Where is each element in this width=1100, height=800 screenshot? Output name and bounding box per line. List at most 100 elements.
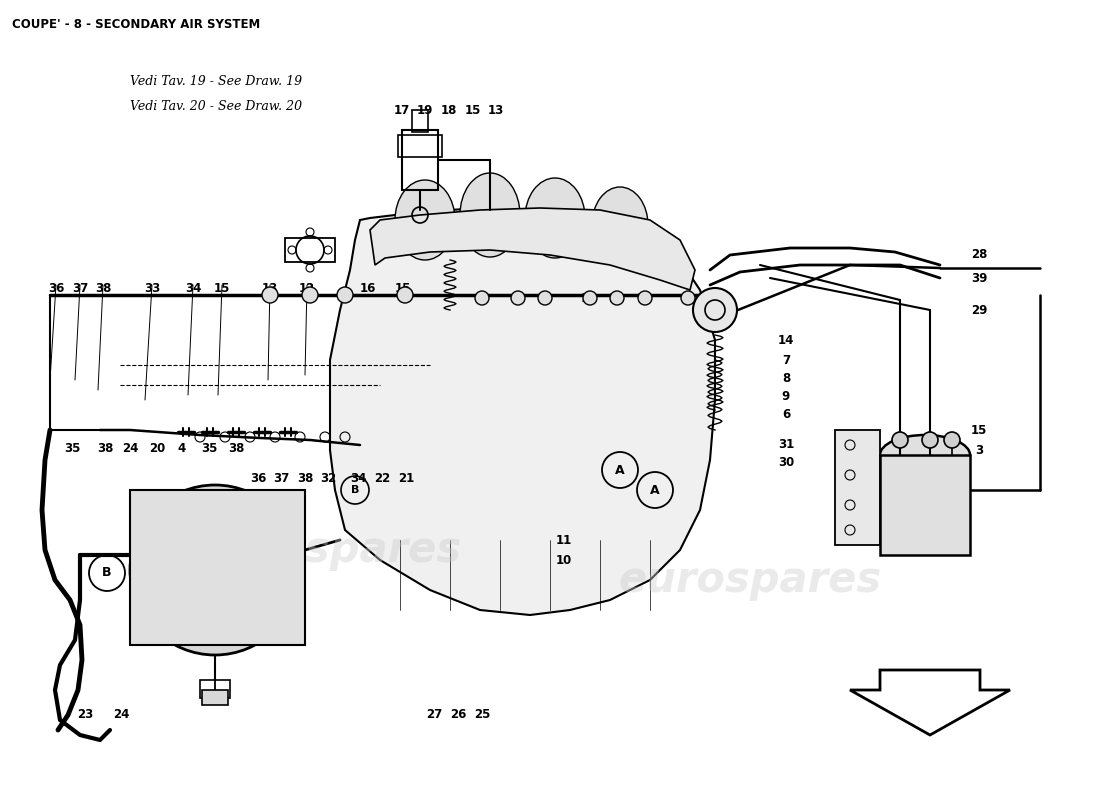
- Text: 34: 34: [185, 282, 201, 294]
- Text: 23: 23: [77, 709, 94, 722]
- Circle shape: [337, 287, 353, 303]
- Polygon shape: [370, 208, 695, 290]
- Circle shape: [262, 287, 278, 303]
- Text: 22: 22: [374, 471, 390, 485]
- Text: 21: 21: [398, 471, 414, 485]
- Text: 6: 6: [782, 407, 790, 421]
- Text: 5: 5: [477, 291, 486, 305]
- Bar: [130, 490, 305, 645]
- Ellipse shape: [525, 178, 585, 258]
- Text: 20: 20: [148, 442, 165, 454]
- Text: 26: 26: [450, 709, 466, 722]
- Circle shape: [681, 291, 695, 305]
- Text: B: B: [351, 485, 360, 495]
- Bar: [398, 135, 442, 157]
- Circle shape: [302, 287, 318, 303]
- Text: 13: 13: [488, 103, 504, 117]
- Ellipse shape: [880, 435, 970, 475]
- Text: 25: 25: [474, 709, 491, 722]
- Bar: [202, 690, 228, 705]
- Text: 15: 15: [395, 282, 411, 294]
- Ellipse shape: [592, 187, 648, 263]
- Text: 13: 13: [581, 291, 597, 305]
- Bar: [835, 430, 880, 545]
- Circle shape: [397, 287, 412, 303]
- Text: 17: 17: [394, 103, 410, 117]
- Circle shape: [638, 291, 652, 305]
- Text: Vedi Tav. 19 - See Draw. 19: Vedi Tav. 19 - See Draw. 19: [130, 75, 302, 88]
- Text: A: A: [615, 463, 625, 477]
- Text: 38: 38: [97, 442, 113, 454]
- Circle shape: [160, 515, 270, 625]
- Circle shape: [944, 432, 960, 448]
- Circle shape: [583, 291, 597, 305]
- Text: 15: 15: [971, 423, 987, 437]
- Text: 16: 16: [360, 282, 376, 294]
- Text: 36: 36: [250, 471, 266, 485]
- Circle shape: [475, 291, 490, 305]
- Text: eurospares: eurospares: [618, 559, 881, 601]
- Text: B: B: [102, 566, 112, 579]
- Text: 31: 31: [778, 438, 794, 450]
- Text: 13: 13: [637, 291, 653, 305]
- Text: eurospares: eurospares: [198, 529, 462, 571]
- Text: 9: 9: [782, 390, 790, 402]
- Text: 18: 18: [441, 103, 458, 117]
- Text: 29: 29: [971, 303, 987, 317]
- Ellipse shape: [460, 173, 520, 257]
- Text: 36: 36: [47, 282, 64, 294]
- Text: 12: 12: [609, 291, 625, 305]
- Text: 19: 19: [417, 103, 433, 117]
- Text: 39: 39: [971, 271, 987, 285]
- Text: 24: 24: [113, 709, 129, 722]
- Circle shape: [922, 432, 938, 448]
- Text: COUPE' - 8 - SECONDARY AIR SYSTEM: COUPE' - 8 - SECONDARY AIR SYSTEM: [12, 18, 261, 31]
- Circle shape: [693, 288, 737, 332]
- Text: 12: 12: [299, 282, 315, 294]
- Text: 28: 28: [971, 249, 987, 262]
- Ellipse shape: [395, 180, 455, 260]
- Bar: [412, 110, 428, 132]
- Circle shape: [538, 291, 552, 305]
- Text: 34: 34: [350, 471, 366, 485]
- Text: 3: 3: [858, 523, 866, 537]
- Polygon shape: [330, 208, 715, 615]
- Circle shape: [512, 291, 525, 305]
- Text: 3: 3: [975, 443, 983, 457]
- Bar: [880, 455, 970, 555]
- Text: 37: 37: [273, 471, 289, 485]
- Text: 38: 38: [297, 471, 313, 485]
- Circle shape: [180, 535, 250, 605]
- Text: 1: 1: [908, 523, 916, 537]
- Text: 4: 4: [178, 442, 186, 454]
- Text: A: A: [650, 483, 660, 497]
- Bar: [285, 238, 336, 262]
- Bar: [200, 680, 230, 698]
- Text: 35: 35: [64, 442, 80, 454]
- Text: 2: 2: [883, 523, 891, 537]
- Text: 15: 15: [213, 282, 230, 294]
- Text: 35: 35: [201, 442, 217, 454]
- Text: 7: 7: [514, 291, 522, 305]
- Text: 5: 5: [684, 291, 692, 305]
- Text: 13: 13: [262, 282, 278, 294]
- Text: 37: 37: [72, 282, 88, 294]
- Text: 7: 7: [782, 354, 790, 366]
- Text: 38: 38: [228, 442, 244, 454]
- Text: 30: 30: [778, 455, 794, 469]
- Text: 33: 33: [144, 282, 161, 294]
- Text: 15: 15: [465, 103, 481, 117]
- Circle shape: [892, 432, 907, 448]
- Text: 24: 24: [122, 442, 139, 454]
- Text: 14: 14: [778, 334, 794, 346]
- Text: 27: 27: [426, 709, 442, 722]
- Text: 8: 8: [782, 371, 790, 385]
- Circle shape: [610, 291, 624, 305]
- Text: 11: 11: [556, 534, 572, 546]
- Text: 32: 32: [320, 471, 337, 485]
- Circle shape: [130, 485, 300, 655]
- Text: 38: 38: [95, 282, 111, 294]
- Text: Vedi Tav. 20 - See Draw. 20: Vedi Tav. 20 - See Draw. 20: [130, 100, 302, 113]
- Bar: [402, 130, 438, 190]
- Text: 10: 10: [556, 554, 572, 566]
